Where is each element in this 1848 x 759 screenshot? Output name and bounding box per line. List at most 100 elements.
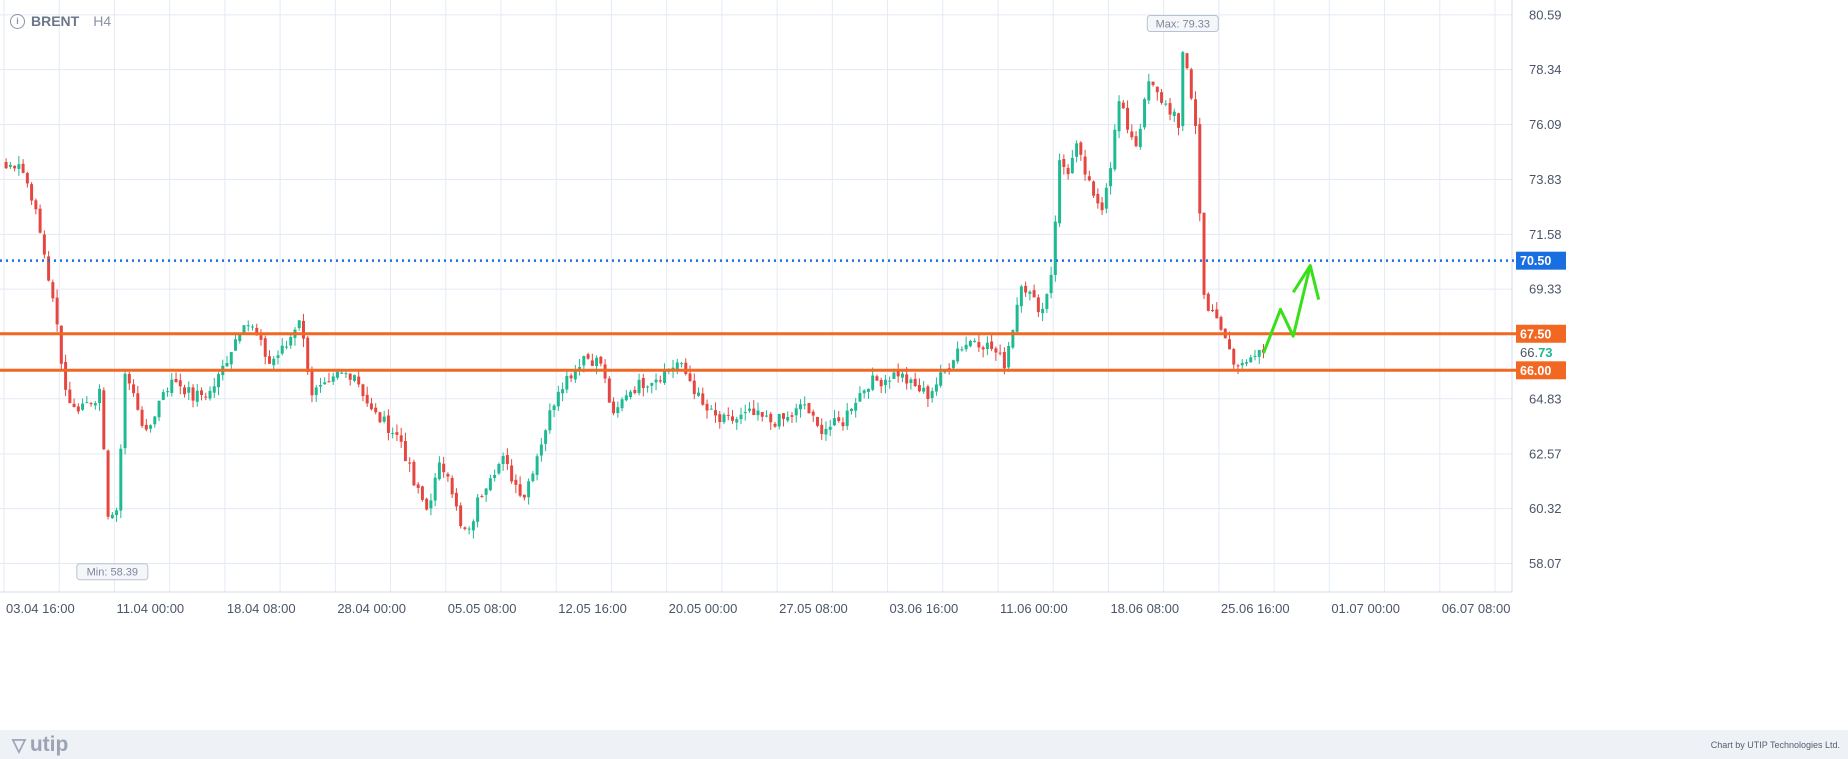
candle-body bbox=[391, 433, 395, 435]
candle-body bbox=[301, 320, 305, 339]
logo-text: utip bbox=[29, 733, 69, 756]
candle-body bbox=[892, 372, 896, 379]
price-badge-label: 66.00 bbox=[1520, 364, 1551, 378]
candle-body bbox=[310, 371, 314, 396]
candle-body bbox=[518, 484, 522, 496]
info-icon[interactable]: i bbox=[10, 13, 25, 29]
candle-body bbox=[1215, 309, 1219, 319]
candle-body bbox=[1228, 339, 1232, 350]
candle-body bbox=[463, 527, 467, 529]
candle-body bbox=[612, 401, 616, 414]
x-tick-label: 05.05 08:00 bbox=[448, 601, 517, 616]
candle-body bbox=[280, 345, 284, 354]
candle-body bbox=[484, 488, 488, 495]
candle-body bbox=[467, 528, 471, 530]
candle-body bbox=[1092, 181, 1096, 196]
candle-body bbox=[858, 393, 862, 402]
candle-body bbox=[960, 349, 964, 351]
candle-body bbox=[1104, 187, 1108, 209]
price-badge bbox=[1516, 251, 1566, 270]
symbol-label[interactable]: BRENT bbox=[31, 13, 80, 29]
candle-body bbox=[832, 418, 836, 426]
candle-body bbox=[1109, 168, 1113, 187]
candle-body bbox=[684, 362, 688, 374]
candle-body bbox=[386, 415, 390, 433]
candle-body bbox=[985, 342, 989, 350]
y-tick-label: 69.33 bbox=[1529, 282, 1562, 297]
x-tick-label: 25.06 16:00 bbox=[1221, 601, 1290, 616]
candle-body bbox=[323, 382, 327, 385]
candle-body bbox=[433, 477, 437, 501]
x-tick-label: 01.07 00:00 bbox=[1331, 601, 1400, 616]
candle-body bbox=[127, 373, 131, 384]
candle-body bbox=[718, 414, 722, 423]
candle-body bbox=[973, 340, 977, 343]
candle-body bbox=[1117, 101, 1121, 132]
candle-body bbox=[225, 363, 229, 367]
candle-body bbox=[671, 367, 675, 370]
y-tick-label: 78.34 bbox=[1529, 62, 1562, 77]
candle-body bbox=[259, 335, 263, 340]
candle-body bbox=[501, 456, 505, 464]
candle-body bbox=[327, 381, 331, 383]
candle-body bbox=[1177, 113, 1181, 128]
candle-body bbox=[476, 497, 480, 522]
candle-body bbox=[119, 448, 123, 511]
candle-body bbox=[335, 371, 339, 378]
candle-body bbox=[106, 450, 110, 517]
candle-body bbox=[132, 384, 136, 394]
candle-body bbox=[42, 234, 46, 255]
candle-body bbox=[1219, 317, 1223, 330]
candle-body bbox=[548, 410, 552, 431]
candle-body bbox=[497, 464, 501, 474]
candle-body bbox=[1168, 103, 1172, 115]
candle-body bbox=[1155, 86, 1159, 93]
candle-body bbox=[38, 208, 42, 233]
candle-body bbox=[98, 388, 102, 404]
candle-body bbox=[242, 325, 246, 333]
candle-body bbox=[663, 370, 667, 383]
candle-body bbox=[798, 404, 802, 410]
candle-body bbox=[917, 385, 921, 392]
candle-body bbox=[654, 379, 658, 383]
candle-body bbox=[1041, 308, 1045, 314]
candle-body bbox=[586, 354, 590, 359]
candle-body bbox=[849, 408, 853, 412]
y-tick-label: 58.07 bbox=[1529, 556, 1562, 571]
candle-body bbox=[930, 391, 934, 399]
candle-body bbox=[459, 505, 463, 527]
candle-body bbox=[1053, 221, 1057, 276]
candle-body bbox=[773, 423, 777, 427]
candle-body bbox=[318, 384, 322, 387]
candle-body bbox=[1249, 357, 1253, 363]
candle-body bbox=[361, 384, 365, 397]
candle-body bbox=[246, 325, 250, 327]
candle-body bbox=[268, 356, 271, 364]
x-tick-label: 18.04 08:00 bbox=[227, 601, 296, 616]
candle-body bbox=[968, 340, 972, 347]
candle-body bbox=[1245, 362, 1248, 364]
candle-body bbox=[289, 337, 293, 346]
candle-body bbox=[25, 173, 29, 184]
candle-body bbox=[883, 379, 887, 386]
candle-body bbox=[1236, 365, 1240, 367]
candle-body bbox=[1113, 129, 1117, 170]
candle-body bbox=[1121, 102, 1125, 109]
candle-body bbox=[446, 473, 450, 477]
candle-body bbox=[820, 424, 824, 434]
candle-body bbox=[1189, 69, 1193, 99]
candle-body bbox=[1015, 304, 1019, 332]
extreme-annotation-box bbox=[1146, 15, 1219, 33]
candle-body bbox=[89, 403, 93, 405]
candle-body bbox=[357, 376, 361, 385]
candle-body bbox=[765, 415, 768, 417]
candle-body bbox=[807, 403, 811, 414]
price-badge bbox=[1516, 361, 1566, 380]
candle-body bbox=[348, 373, 352, 380]
candle-body bbox=[1066, 167, 1070, 175]
candle-body bbox=[1100, 202, 1104, 211]
candle-body bbox=[170, 379, 174, 393]
timeframe-label[interactable]: H4 bbox=[93, 13, 112, 29]
extreme-annotation-label: Min: 58.39 bbox=[87, 567, 138, 579]
